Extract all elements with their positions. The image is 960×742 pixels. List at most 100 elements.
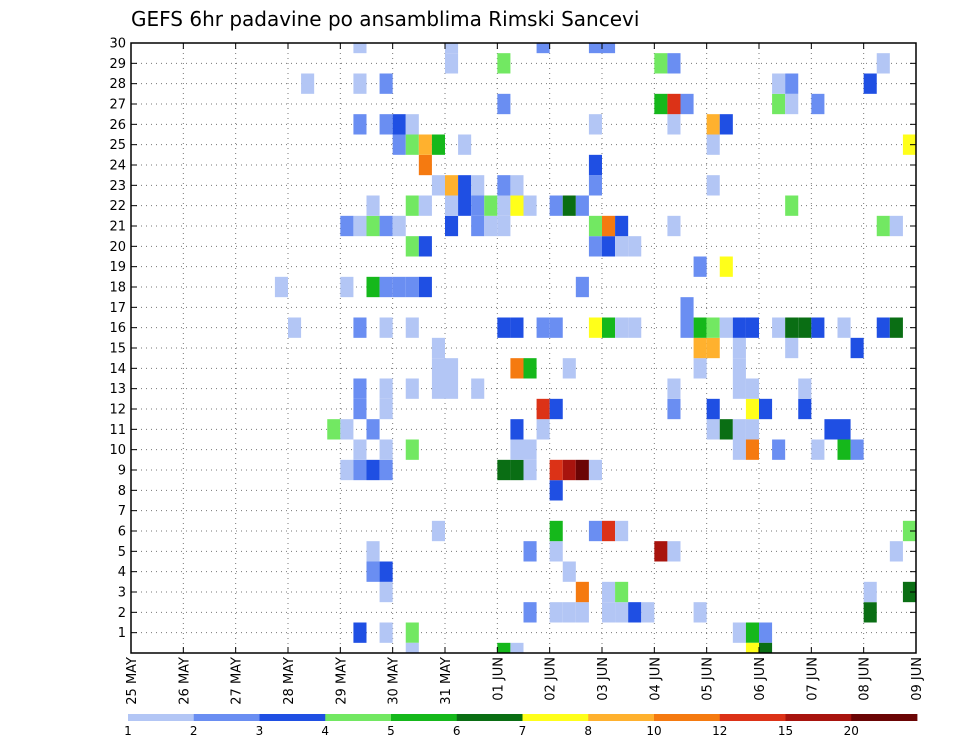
- heatmap-cell: [497, 317, 511, 338]
- heatmap-cell: [405, 276, 419, 298]
- heatmap-cell: [562, 195, 576, 216]
- colorbar-swatch: [851, 714, 918, 721]
- heatmap-cell: [523, 439, 537, 460]
- heatmap-cell: [667, 53, 681, 74]
- heatmap-cell: [497, 53, 511, 74]
- colorbar-swatch: [259, 714, 326, 721]
- x-tick-label: 28 MAY: [282, 657, 297, 705]
- y-tick-label: 1: [118, 626, 126, 641]
- heatmap-cell: [785, 93, 799, 115]
- heatmap-cell: [588, 459, 602, 481]
- chart-title: GEFS 6hr padavine po ansamblima Rimski S…: [131, 7, 639, 31]
- heatmap-cell: [785, 337, 799, 359]
- heatmap-cell: [719, 256, 733, 277]
- heatmap-cell: [889, 541, 903, 562]
- colorbar-swatch: [325, 714, 392, 721]
- x-tick-label: 29 MAY: [334, 657, 349, 705]
- y-tick-label: 8: [118, 484, 126, 499]
- heatmap-cell: [575, 602, 589, 623]
- x-tick-label: 03 JUN: [596, 657, 611, 701]
- y-tick-label: 26: [109, 118, 126, 133]
- heatmap-cell: [785, 317, 799, 338]
- y-tick-label: 14: [109, 362, 126, 377]
- heatmap-cell: [602, 215, 616, 237]
- heatmap-cell: [327, 419, 341, 440]
- heatmap-cell: [850, 439, 864, 460]
- y-tick-label: 19: [109, 260, 126, 275]
- heatmap-cell: [902, 134, 916, 155]
- heatmap-cell: [732, 378, 746, 399]
- heatmap-cell: [471, 378, 485, 399]
- y-tick-label: 16: [109, 321, 126, 336]
- heatmap-cell: [405, 134, 419, 155]
- heatmap-cell: [445, 215, 459, 237]
- heatmap-cell: [667, 114, 681, 135]
- heatmap-cell: [353, 378, 367, 399]
- colorbar-swatch: [128, 714, 195, 721]
- heatmap-cell: [706, 317, 720, 338]
- heatmap-cell: [615, 602, 629, 623]
- heatmap-cell: [811, 317, 825, 338]
- x-tick-label: 06 JUN: [753, 657, 768, 701]
- heatmap-cell: [732, 358, 746, 379]
- heatmap-cell: [353, 215, 367, 237]
- heatmap-cell: [562, 459, 576, 481]
- heatmap-cell: [615, 236, 629, 257]
- heatmap-cell: [431, 378, 445, 399]
- heatmap-cell: [366, 215, 380, 237]
- heatmap-cell: [745, 378, 759, 399]
- x-tick-label: 30 MAY: [387, 657, 402, 705]
- heatmap-cell: [340, 276, 354, 298]
- heatmap-cell: [706, 134, 720, 155]
- heatmap-cell: [497, 93, 511, 115]
- heatmap-cell: [588, 43, 602, 54]
- heatmap-cell: [602, 236, 616, 257]
- heatmap-cell: [693, 256, 707, 277]
- x-tick-label: 31 MAY: [439, 657, 454, 705]
- heatmap-cell: [405, 114, 419, 135]
- heatmap-cell: [549, 602, 563, 623]
- heatmap-cell: [732, 419, 746, 440]
- heatmap-cell: [811, 439, 825, 460]
- heatmap-cell: [340, 459, 354, 481]
- colorbar-label: 20: [844, 724, 859, 738]
- heatmap-cell: [353, 114, 367, 135]
- heatmap-cell: [732, 317, 746, 338]
- heatmap-cell: [602, 317, 616, 338]
- heatmap-cell: [615, 581, 629, 603]
- y-tick-label: 11: [109, 423, 126, 438]
- heatmap-cell: [615, 520, 629, 542]
- heatmap-cell: [405, 378, 419, 399]
- heatmap-cell: [732, 439, 746, 460]
- heatmap-cell: [497, 642, 511, 653]
- heatmap-cell: [431, 134, 445, 155]
- heatmap-cell: [785, 73, 799, 94]
- heatmap-cell: [523, 358, 537, 379]
- heatmap-cell: [811, 93, 825, 115]
- heatmap-cell: [445, 43, 459, 54]
- colorbar-swatch: [785, 714, 852, 721]
- heatmap-cell: [353, 317, 367, 338]
- y-tick-label: 12: [109, 403, 126, 418]
- heatmap-cell: [549, 520, 563, 542]
- heatmap-cell: [366, 561, 380, 582]
- heatmap-cell: [458, 175, 472, 196]
- heatmap-cell: [798, 317, 812, 338]
- heatmap-cell: [772, 439, 786, 460]
- y-tick-label: 2: [118, 606, 126, 621]
- colorbar-swatch: [654, 714, 721, 721]
- y-tick-label: 7: [118, 504, 126, 519]
- heatmap-cell: [628, 317, 642, 338]
- heatmap-cell: [523, 602, 537, 623]
- heatmap-cell: [353, 398, 367, 420]
- heatmap-cell: [575, 276, 589, 298]
- heatmap-cell: [418, 154, 432, 176]
- y-tick-label: 21: [109, 220, 126, 235]
- heatmap-cell: [562, 358, 576, 379]
- heatmap-cell: [798, 398, 812, 420]
- y-tick-label: 24: [109, 159, 126, 174]
- heatmap-cell: [588, 154, 602, 176]
- heatmap-cell: [902, 520, 916, 542]
- heatmap-cell: [602, 43, 616, 54]
- heatmap-cell: [379, 439, 393, 460]
